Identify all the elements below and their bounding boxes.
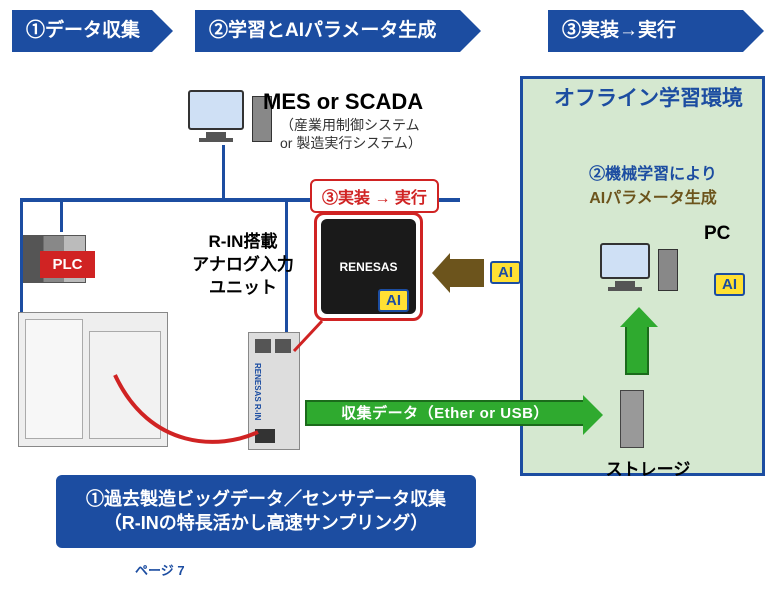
storage-icon [620,390,644,448]
cable-icon [110,370,270,460]
offline-sub-line1: ②機械学習により [543,160,763,184]
plc-box: PLC [40,251,95,278]
bigdata-callout: ①過去製造ビッグデータ／センサデータ収集 （R-INの特長活かし高速サンプリング… [56,475,476,548]
ai-badge-mid: AI [490,261,521,284]
mes-computer-icon [188,90,272,142]
diagram-root: ①データ収集 ②学習とAIパラメータ生成 ③実装→実行 MES or SCADA… [0,0,779,594]
net-line [60,202,63,232]
mes-subtitle: （産業用制御システム or 製造実行システム） [280,116,422,152]
offline-sub-line2: AIパラメータ生成 [543,184,763,208]
page-number: ページ 7 [135,560,185,579]
step-1-chevron: ①データ収集 [12,10,152,52]
pc-icon [600,243,678,291]
step-3-chevron: ③実装→実行 [548,10,743,52]
implement-run-badge: ③実装 → 実行 [310,179,439,213]
rin-line1: R-IN搭載 [183,231,303,254]
chip-ai-badge: AI [378,289,409,312]
net-line [222,145,225,200]
bigdata-line2: （R-INの特長活かし高速サンプリング） [76,511,456,535]
mes-title: MES or SCADA [263,89,423,115]
rin-line3: ユニット [183,277,303,300]
pc-label: PC [704,223,730,245]
storage-label: ストレージ [598,455,698,480]
step-2-chevron: ②学習とAIパラメータ生成 [195,10,460,52]
arrow-up-green [625,325,649,375]
mes-sub1: （産業用制御システム [280,116,422,134]
collect-data-arrow: 収集データ（Ether or USB） [305,400,585,426]
bigdata-line1: ①過去製造ビッグデータ／センサデータ収集 [76,487,456,511]
offline-title: オフライン学習環境 [536,82,761,112]
rin-line2: アナログ入力 [183,254,303,277]
offline-subtitle: ②機械学習により AIパラメータ生成 [543,160,763,208]
net-line [20,202,23,312]
chip-brand: RENESAS [339,260,397,274]
arrow-left-1 [450,259,484,287]
mes-sub2: or 製造実行システム） [280,134,422,152]
chip-pointer [292,315,332,355]
rin-label: R-IN搭載 アナログ入力 ユニット [183,231,303,300]
ai-badge-pc: AI [714,273,745,296]
